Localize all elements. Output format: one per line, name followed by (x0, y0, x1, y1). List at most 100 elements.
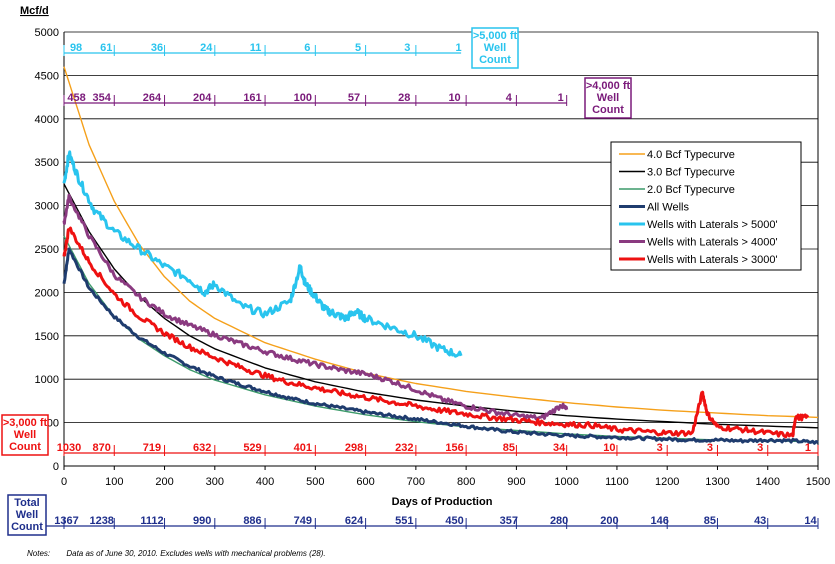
count-label-c5000: >5,000 ft Well Count (473, 30, 518, 66)
x-tick-label: 0 (61, 476, 67, 488)
count-value-c4000: 100 (294, 92, 312, 104)
count-value-ctotal: 749 (294, 515, 312, 527)
count-value-c4000: 1 (558, 92, 564, 104)
count-value-ctotal: 1367 (54, 515, 78, 527)
x-tick-label: 700 (407, 476, 425, 488)
count-value-c5000: 5 (355, 42, 361, 54)
series-line-6 (62, 226, 810, 439)
x-axis: 0 100 200 300 400 500 600 700 800 900 1000 1100 1200… (61, 466, 830, 488)
legend: 4.0 Bcf Typecurve 3.0 Bcf Typecurve 2.0 Bc… (610, 141, 802, 271)
count-value-c3000: 719 (143, 442, 161, 454)
count-value-c5000: 11 (250, 42, 262, 54)
count-value-c3000: 85 (503, 442, 515, 454)
count-label-box-c4000 (584, 77, 632, 119)
y-tick-label: 4000 (35, 114, 59, 126)
count-value-c3000: 3 (707, 442, 713, 454)
count-value-c3000: 232 (395, 442, 413, 454)
count-value-c4000: 28 (398, 92, 410, 104)
count-value-c4000: 204 (193, 92, 212, 104)
x-tick-label: 500 (306, 476, 324, 488)
count-value-c5000: 98 (70, 42, 82, 54)
count-value-ctotal: 14 (804, 515, 817, 527)
count-value-c5000: 36 (151, 42, 163, 54)
x-tick-label: 900 (507, 476, 525, 488)
count-value-ctotal: 357 (500, 515, 518, 527)
legend-entry-1: 3.0 Bcf Typecurve (647, 167, 735, 179)
x-tick-label: 1500 (806, 476, 830, 488)
count-value-c4000: 10 (448, 92, 460, 104)
legend-entry-2: 2.0 Bcf Typecurve (647, 184, 735, 196)
x-tick-label: 800 (457, 476, 475, 488)
count-value-ctotal: 1238 (89, 515, 113, 527)
count-label-box-c3000 (1, 414, 49, 456)
count-value-c4000: 458 (67, 92, 85, 104)
series-line-5 (62, 193, 569, 421)
count-value-c5000: 1 (456, 42, 462, 54)
count-value-ctotal: 551 (395, 515, 413, 527)
x-tick-label: 1000 (554, 476, 578, 488)
x-tick-label: 1300 (705, 476, 729, 488)
y-tick-label: 1000 (35, 374, 59, 386)
count-value-ctotal: 990 (193, 515, 211, 527)
count-value-c3000: 529 (243, 442, 261, 454)
legend-entry-5: Wells with Laterals > 4000' (647, 237, 778, 249)
count-value-c3000: 3 (657, 442, 663, 454)
y-tick-label: 5000 (35, 27, 59, 39)
x-tick-label: 600 (356, 476, 374, 488)
count-value-ctotal: 280 (550, 515, 568, 527)
count-value-ctotal: 146 (650, 515, 668, 527)
count-value-ctotal: 85 (704, 515, 716, 527)
notes-label: Notes: (27, 549, 51, 558)
count-value-c3000: 298 (345, 442, 363, 454)
count-value-c4000: 57 (348, 92, 360, 104)
count-value-c4000: 354 (93, 92, 112, 104)
y-tick-label: 1500 (35, 331, 59, 343)
count-value-c3000: 632 (193, 442, 211, 454)
x-tick-label: 400 (256, 476, 274, 488)
count-value-c3000: 156 (445, 442, 463, 454)
x-tick-label: 1400 (755, 476, 779, 488)
legend-entry-3: All Wells (647, 202, 689, 214)
count-label-c3000: >3,000 ft Well Count (3, 417, 48, 453)
count-value-c5000: 6 (304, 42, 310, 54)
legend-entry-4: Wells with Laterals > 5000' (647, 219, 778, 231)
count-value-ctotal: 450 (445, 515, 463, 527)
count-value-c3000: 870 (93, 442, 111, 454)
count-label-box-ctotal (7, 494, 47, 536)
count-value-c4000: 264 (143, 92, 162, 104)
count-value-ctotal: 886 (243, 515, 261, 527)
x-tick-label: 1200 (655, 476, 679, 488)
count-value-c4000: 4 (506, 92, 513, 104)
y-tick-label: 3000 (35, 201, 59, 213)
legend-entry-6: Wells with Laterals > 3000' (647, 254, 778, 266)
y-tick-label: 2000 (35, 287, 59, 299)
count-value-c3000: 401 (294, 442, 312, 454)
count-value-ctotal: 624 (345, 515, 364, 527)
series-line-4 (62, 150, 463, 358)
count-value-c5000: 61 (100, 42, 112, 54)
notes-footer: Notes: Data as of June 30, 2010. Exclude… (27, 549, 326, 558)
count-value-c3000: 1030 (57, 442, 81, 454)
y-tick-label: 0 (53, 461, 59, 473)
legend-entry-0: 4.0 Bcf Typecurve (647, 149, 735, 161)
count-value-c3000: 1 (805, 442, 811, 454)
count-value-c3000: 3 (757, 442, 763, 454)
y-tick-label: 2500 (35, 244, 59, 256)
y-tick-label: 4500 (35, 70, 59, 82)
count-value-ctotal: 1112 (140, 515, 163, 527)
count-value-ctotal: 43 (754, 515, 766, 527)
count-value-c5000: 24 (200, 42, 213, 54)
count-value-c3000: 34 (553, 442, 566, 454)
y-tick-label: 3500 (35, 157, 59, 169)
x-tick-label: 100 (105, 476, 123, 488)
series-line-3 (62, 247, 819, 445)
count-label-box-c5000 (471, 27, 519, 69)
x-tick-label: 200 (155, 476, 173, 488)
count-value-c5000: 3 (404, 42, 410, 54)
x-tick-label: 1100 (605, 476, 629, 488)
count-label-ctotal: Total Well Count (11, 497, 43, 533)
x-axis-title: Days of Production (392, 496, 493, 508)
